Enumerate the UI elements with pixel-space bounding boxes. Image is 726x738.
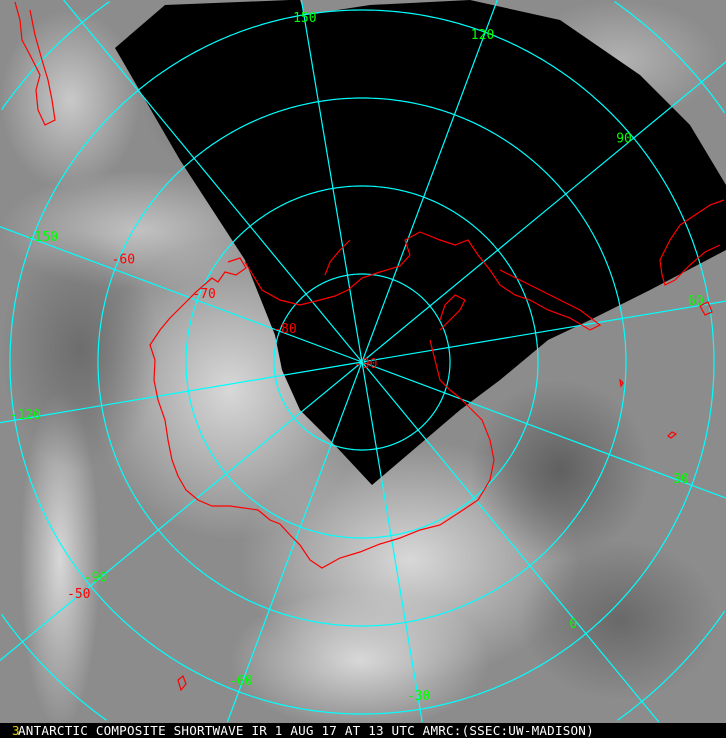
- longitude-label: -120: [10, 408, 41, 423]
- south-america-coastline: [659, 199, 725, 286]
- meridian-line: [361, 300, 726, 363]
- grid-labels: 150 120 90 60 30 0 -30 -60 -90 -120 -150 -50 -60 -70 -…: [10, 11, 704, 704]
- antarctica-coastline: [149, 257, 495, 569]
- meridian-line: [300, 0, 363, 363]
- new-zealand-coastline: [14, 1, 56, 126]
- latitude-circle: [185, 185, 539, 539]
- meridian-line: [361, 361, 726, 499]
- meridian-line: [361, 361, 423, 723]
- island-outlines: [177, 301, 713, 692]
- longitude-label: 120: [471, 28, 494, 43]
- longitude-label: -150: [27, 230, 58, 245]
- latitude-circle: [97, 97, 627, 627]
- latitude-circle: [1, 614, 107, 721]
- longitude-label: 90: [616, 132, 632, 147]
- latitude-circle: [273, 273, 451, 451]
- meridian-line: [0, 226, 363, 363]
- longitude-label: -60: [229, 674, 252, 689]
- peninsula-coastline: [324, 239, 471, 409]
- longitude-label: -30: [407, 689, 430, 704]
- no-data-region: [115, 0, 726, 485]
- meridian-line: [0, 361, 363, 424]
- west-antarctica-coastline: [244, 231, 602, 331]
- longitude-label: 30: [673, 472, 689, 487]
- meridian-line: [361, 361, 660, 723]
- meridian-line: [226, 361, 363, 723]
- meridian-line: [361, 0, 498, 363]
- meridian-line: [0, 361, 363, 661]
- caption-text: ANTARCTIC COMPOSITE SHORTWAVE IR 1 AUG 1…: [18, 723, 594, 738]
- latitude-circle: [9, 9, 715, 715]
- latitude-circle: [1, 1, 110, 110]
- meridian-line: [361, 61, 726, 363]
- latitude-label: -60: [112, 252, 135, 267]
- latitude-circle: [617, 610, 726, 721]
- longitude-label: 0: [569, 617, 577, 632]
- longitude-label: 60: [688, 294, 704, 309]
- latitude-label: -90: [354, 357, 377, 372]
- frame-marker: 3: [12, 723, 20, 738]
- longitude-label: 150: [293, 11, 316, 26]
- image-caption: 3 ANTARCTIC COMPOSITE SHORTWAVE IR 1 AUG…: [0, 723, 726, 738]
- coastline: [14, 1, 725, 692]
- latitude-circle: [614, 1, 726, 114]
- latitude-label: -70: [192, 287, 215, 302]
- latitude-label: -50: [67, 587, 90, 602]
- longitude-label: -90: [84, 570, 107, 585]
- latitude-label: -80: [273, 322, 296, 337]
